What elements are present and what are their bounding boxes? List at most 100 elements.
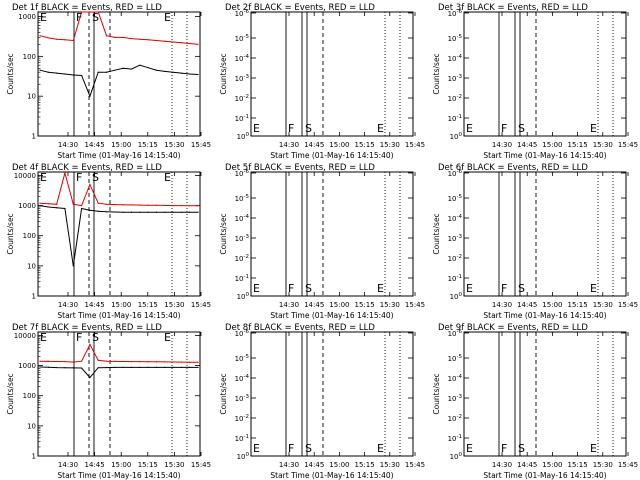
plot-frame (37, 171, 201, 297)
series-lld-line (39, 343, 199, 363)
y-tick-label: 10-1 (448, 274, 462, 283)
x-tick-label: 14:45 (85, 461, 105, 469)
lld-point (172, 204, 174, 207)
y-tick-label: 10-2 (235, 254, 249, 263)
events-point (64, 73, 66, 75)
events-point (64, 207, 66, 210)
y-tick-label: 10-5 (448, 194, 463, 203)
lld-point (72, 203, 74, 205)
x-tick-label: 14:30 (58, 461, 78, 469)
plot-frame (250, 331, 414, 457)
y-tick-label: 10-6 (448, 9, 463, 18)
y-tick-label: 10-3 (448, 234, 463, 243)
x-tick-label: 15:15 (138, 141, 158, 149)
y-tick-label: 10-4 (448, 214, 463, 223)
y-tick-label: 10 (27, 93, 36, 101)
events-point (97, 367, 99, 369)
x-tick-label: 15:45 (405, 141, 425, 149)
plot-frame (463, 171, 627, 297)
y-tick-label: 1 (32, 293, 36, 301)
x-axis-label: Start Time (01-May-16 14:15:40) (57, 151, 180, 160)
y-tick-label: 10-6 (235, 329, 250, 338)
y-tick-label: 10-4 (448, 374, 463, 383)
event-marker-label: S (518, 282, 525, 295)
lld-point (47, 203, 49, 205)
y-tick-label: 100 (23, 392, 36, 400)
event-marker-label: E (466, 442, 473, 455)
lld-point (139, 361, 141, 363)
x-axis-label: Start Time (01-May-16 14:15:40) (57, 471, 180, 480)
series-events-line (39, 205, 198, 266)
events-point (164, 211, 166, 213)
event-marker-label: E (377, 442, 384, 455)
events-point (172, 71, 174, 73)
events-point (130, 68, 133, 70)
event-marker-label: F (288, 442, 294, 455)
lld-point (164, 204, 166, 207)
lld-point (80, 360, 83, 362)
y-tick-label: 10-3 (448, 394, 463, 403)
event-marker-label: E (40, 331, 47, 344)
events-point (56, 72, 58, 74)
x-tick-label: 15:15 (138, 301, 158, 309)
x-axis-label: Start Time (01-May-16 14:15:40) (483, 151, 606, 160)
events-point (72, 74, 74, 76)
x-tick-label: 15:00 (542, 461, 562, 469)
event-marker-label: E (377, 282, 384, 295)
y-tick-label: 10-3 (235, 234, 250, 243)
events-point (147, 211, 149, 213)
series-lld-line (39, 11, 199, 45)
lld-point (39, 360, 41, 362)
event-marker-label: S (92, 331, 99, 344)
events-point (89, 95, 91, 97)
panel-det-6: Det 6f BLACK = Events, RED = LLD Start Ti… (432, 163, 638, 320)
events-point (39, 69, 41, 71)
x-tick-label: 15:00 (111, 461, 131, 469)
y-axis-label: Counts/sec (219, 373, 228, 414)
x-axis-label: Start Time (01-May-16 14:15:40) (483, 471, 606, 480)
plot-frame (463, 331, 627, 457)
lld-point (97, 359, 99, 361)
event-marker-label: S (305, 122, 312, 135)
lld-point (189, 361, 191, 363)
events-point (197, 73, 199, 76)
x-tick-label: 15:00 (542, 301, 562, 309)
x-tick-label: 15:45 (618, 461, 638, 469)
x-tick-label: 14:30 (58, 141, 78, 149)
events-point (189, 366, 191, 368)
lld-point (56, 360, 58, 363)
panel-det-4: Det 4f BLACK = Events, RED = LLD Start Ti… (6, 163, 211, 320)
x-axis-label: Start Time (01-May-16 14:15:40) (57, 311, 180, 320)
events-point (39, 366, 41, 368)
x-tick-label: 15:45 (618, 301, 638, 309)
x-tick-label: 15:15 (355, 461, 375, 469)
events-point (122, 67, 124, 69)
lld-point (56, 38, 58, 40)
event-marker-label: E (466, 122, 473, 135)
y-tick-label: 10-1 (235, 434, 249, 443)
panel-det-9: Det 9f BLACK = Events, RED = LLD Start Ti… (432, 323, 638, 480)
panel-det-2: Det 2f BLACK = Events, RED = LLD Start Ti… (219, 3, 425, 160)
plot-frame (37, 331, 201, 457)
y-tick-label: 100 (237, 132, 250, 141)
x-tick-label: 14:45 (517, 461, 537, 469)
x-tick-label: 14:45 (304, 461, 324, 469)
event-marker-label: F (288, 282, 294, 295)
event-marker-label: S (518, 122, 525, 135)
x-tick-label: 15:30 (593, 301, 613, 309)
lld-point (155, 204, 158, 206)
events-point (122, 211, 124, 213)
y-tick-label: 100 (237, 452, 250, 461)
x-tick-label: 15:30 (164, 141, 184, 149)
events-point (56, 207, 58, 209)
lld-point (197, 43, 199, 45)
lld-point (47, 37, 49, 39)
events-point (39, 204, 41, 207)
events-point (172, 211, 174, 213)
lld-point (105, 203, 108, 205)
y-axis-label: Counts/sec (6, 53, 15, 94)
y-tick-label: 10-5 (448, 354, 463, 363)
x-tick-label: 15:30 (593, 461, 613, 469)
x-tick-label: 15:15 (568, 141, 588, 149)
